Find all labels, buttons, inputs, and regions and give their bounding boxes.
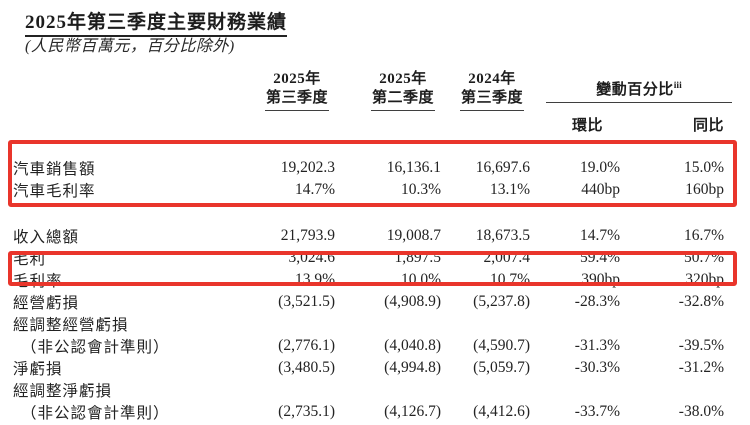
table-row-gross-margin: 毛利率 13.9% 10.0% 10.7% 390bp 320bp <box>13 269 724 291</box>
table-row-adj-net-loss-values: （非公認會計準則） (2,735.1) (4,126.7) (4,412.6) … <box>13 401 724 423</box>
table-row-total-revenue: 收入總額 21,793.9 19,008.7 18,673.5 14.7% 16… <box>13 225 724 247</box>
table-header-row: 2025年第三季度 2025年第二季度 2024年第三季度 變動百分比iii <box>13 68 732 112</box>
table-row-gross-profit: 毛利 3,024.6 1,897.5 2,007.4 59.4% 50.7% <box>13 247 724 269</box>
cell-q2-2025: 1,897.5 <box>394 249 442 266</box>
cell-q3-2025: (3,480.5) <box>278 359 335 376</box>
header-yoy: 同比 <box>692 117 724 134</box>
header-q3-2025: 2025年第三季度 <box>193 68 335 112</box>
spacer-row <box>13 201 724 225</box>
financial-results-table: 2025年第三季度 2025年第二季度 2024年第三季度 變動百分比iii 環… <box>13 68 732 423</box>
table-row-vehicle-sales: 汽車銷售額 19,202.3 16,136.1 16,697.6 19.0% 1… <box>13 157 724 179</box>
cell-yoy: -38.0% <box>678 403 724 420</box>
header-q3-2025-year: 2025年 <box>273 70 321 87</box>
table-row-adj-net-loss: 經調整淨虧損 <box>13 379 724 401</box>
row-label: 汽車銷售額 <box>13 161 96 178</box>
cell-qoq: 19.0% <box>579 159 620 176</box>
page-title: 2025年第三季度主要財務業績 <box>25 7 288 37</box>
row-label: 汽車毛利率 <box>13 183 96 200</box>
header-q3-2025-period: 第三季度 <box>265 89 328 106</box>
cell-qoq: 440bp <box>581 181 620 198</box>
header-q2-2025: 2025年第二季度 <box>335 68 441 112</box>
cell-q3-2025: (2,735.1) <box>278 403 335 420</box>
row-label: 收入總額 <box>13 229 80 246</box>
cell-q2-2025: 19,008.7 <box>386 227 441 244</box>
cell-yoy: -32.8% <box>678 293 724 310</box>
cell-q3-2025: 13.9% <box>294 271 335 288</box>
cell-qoq: -33.7% <box>574 403 620 420</box>
cell-yoy: 50.7% <box>683 249 724 266</box>
header-q2-2025-year: 2025年 <box>379 70 427 87</box>
row-label-note: （非公認會計準則） <box>21 405 170 422</box>
cell-q2-2025: 10.0% <box>400 271 441 288</box>
cell-q3-2025: (3,521.5) <box>278 293 335 310</box>
cell-q3-2025: 3,024.6 <box>288 249 336 266</box>
cell-q3-2025: (2,776.1) <box>278 337 335 354</box>
cell-q3-2024: (5,059.7) <box>473 359 530 376</box>
cell-qoq: -28.3% <box>574 293 620 310</box>
cell-yoy: 160bp <box>685 181 724 198</box>
cell-yoy: -39.5% <box>678 337 724 354</box>
cell-q3-2024: 16,697.6 <box>475 159 530 176</box>
table-row-vehicle-margin: 汽車毛利率 14.7% 10.3% 13.1% 440bp 160bp <box>13 179 724 201</box>
footnote-ref-iii: iii <box>673 81 682 91</box>
cell-yoy: 16.7% <box>683 227 724 244</box>
row-label: 淨虧損 <box>13 361 63 378</box>
table-row-adj-operating-loss-values: （非公認會計準則） (2,776.1) (4,040.8) (4,590.7) … <box>13 335 724 357</box>
table-subheader-row: 環比 同比 <box>13 112 724 136</box>
row-label: 毛利率 <box>13 273 63 290</box>
cell-yoy: -31.2% <box>678 359 724 376</box>
row-label: 經調整淨虧損 <box>13 383 113 400</box>
cell-q2-2025: 10.3% <box>400 181 441 198</box>
cell-q3-2025: 14.7% <box>294 181 335 198</box>
cell-q3-2024: 2,007.4 <box>483 249 531 266</box>
cell-yoy: 15.0% <box>683 159 724 176</box>
header-q2-2025-period: 第二季度 <box>371 89 434 106</box>
header-q3-2024: 2024年第三季度 <box>441 68 530 112</box>
header-q3-2024-year: 2024年 <box>468 70 516 87</box>
row-label: 經調整經營虧損 <box>13 317 129 334</box>
header-q3-2024-period: 第三季度 <box>460 89 523 106</box>
table-row-net-loss: 淨虧損 (3,480.5) (4,994.8) (5,059.7) -30.3%… <box>13 357 724 379</box>
cell-qoq: 390bp <box>581 271 620 288</box>
cell-q3-2024: 18,673.5 <box>475 227 530 244</box>
cell-q2-2025: 16,136.1 <box>386 159 441 176</box>
cell-q2-2025: (4,994.8) <box>384 359 441 376</box>
table-row-adj-operating-loss: 經調整經營虧損 <box>13 313 724 335</box>
cell-q3-2024: (4,412.6) <box>473 403 530 420</box>
cell-q3-2024: (5,237.8) <box>473 293 530 310</box>
cell-qoq: -30.3% <box>574 359 620 376</box>
cell-qoq: -31.3% <box>574 337 620 354</box>
row-label-note: （非公認會計準則） <box>21 339 170 356</box>
cell-q3-2024: 10.7% <box>489 271 530 288</box>
cell-q2-2025: (4,126.7) <box>384 403 441 420</box>
cell-qoq: 59.4% <box>579 249 620 266</box>
header-empty-cell <box>13 68 193 112</box>
header-qoq: 環比 <box>571 117 603 134</box>
header-change-percent: 變動百分比iii <box>530 68 732 112</box>
cell-qoq: 14.7% <box>579 227 620 244</box>
cell-q3-2025: 21,793.9 <box>280 227 335 244</box>
cell-q2-2025: (4,040.8) <box>384 337 441 354</box>
row-label: 經營虧損 <box>13 295 80 312</box>
page-subtitle: (人民幣百萬元，百分比除外) <box>25 38 235 55</box>
cell-yoy: 320bp <box>685 271 724 288</box>
cell-q2-2025: (4,908.9) <box>384 293 441 310</box>
table-row-operating-loss: 經營虧損 (3,521.5) (4,908.9) (5,237.8) -28.3… <box>13 291 724 313</box>
spacer-row <box>13 136 724 157</box>
cell-q3-2024: 13.1% <box>489 181 530 198</box>
header-change-label: 變動百分比 <box>596 82 674 98</box>
cell-q3-2025: 19,202.3 <box>280 159 335 176</box>
row-label: 毛利 <box>13 251 47 268</box>
cell-q3-2024: (4,590.7) <box>473 337 530 354</box>
